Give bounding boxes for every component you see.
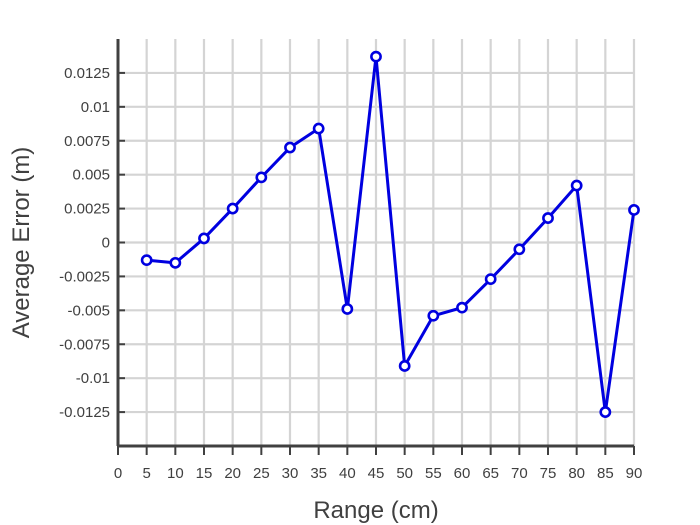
data-point [226, 202, 239, 215]
y-axis-label: Average Error (m) [8, 147, 35, 339]
axes [116, 39, 635, 455]
x-tick-label: 65 [482, 465, 499, 482]
x-tick-label: 55 [425, 465, 442, 482]
x-tick-label: 80 [568, 465, 585, 482]
x-tick-label: 50 [396, 465, 413, 482]
y-tick-label: -0.0125 [59, 404, 110, 421]
x-tick-label: 5 [142, 465, 150, 482]
y-tick-label: 0 [102, 235, 110, 252]
x-tick-label: 30 [282, 465, 299, 482]
series-line [146, 55, 636, 414]
data-point [570, 179, 583, 192]
y-tick-label: -0.0075 [59, 336, 110, 353]
data-point [542, 212, 554, 224]
data-point [628, 204, 640, 216]
x-tick-label: 0 [114, 465, 122, 482]
x-tick-label: 20 [224, 465, 241, 482]
data-point [599, 406, 612, 418]
data-point [140, 254, 153, 267]
data-point [312, 122, 325, 135]
tick-labels: -0.0125 -0.01 -0.0075 -0.005 -0.0025 0 0.0025 0… [59, 65, 642, 482]
x-tick-label: 40 [339, 465, 356, 482]
x-axis-label: Range (cm) [313, 497, 438, 524]
x-tick-label: 15 [196, 465, 213, 482]
data-point [484, 273, 497, 286]
data-point [513, 243, 526, 256]
data-point [427, 309, 440, 322]
data-point [456, 301, 468, 314]
x-tick-label: 85 [597, 465, 614, 482]
data-point [169, 256, 182, 269]
data-point [370, 50, 382, 63]
x-tick-label: 10 [167, 465, 184, 482]
y-tick-label: 0.0025 [64, 201, 110, 218]
x-tick-label: 75 [540, 465, 557, 482]
x-tick-label: 25 [253, 465, 270, 482]
x-tick-label: 60 [454, 465, 471, 482]
y-tick-label: 0.01 [81, 99, 110, 116]
data-point [198, 232, 210, 245]
data-point [284, 141, 296, 154]
y-tick-label: 0.0075 [64, 133, 110, 150]
x-tick-label: 70 [511, 465, 528, 482]
x-tick-label: 35 [310, 465, 327, 482]
grid-lines [118, 39, 636, 446]
y-tick-label: -0.01 [76, 370, 110, 387]
data-point [255, 171, 268, 184]
x-tick-label: 45 [368, 465, 385, 482]
data-point [341, 303, 354, 315]
data-series [140, 50, 640, 418]
y-tick-label: 0.005 [72, 167, 110, 184]
y-tick-label: -0.005 [67, 302, 110, 319]
data-point [398, 360, 411, 372]
y-tick-label: 0.0125 [64, 65, 110, 82]
x-tick-label: 90 [626, 465, 643, 482]
y-tick-label: -0.0025 [59, 268, 110, 285]
